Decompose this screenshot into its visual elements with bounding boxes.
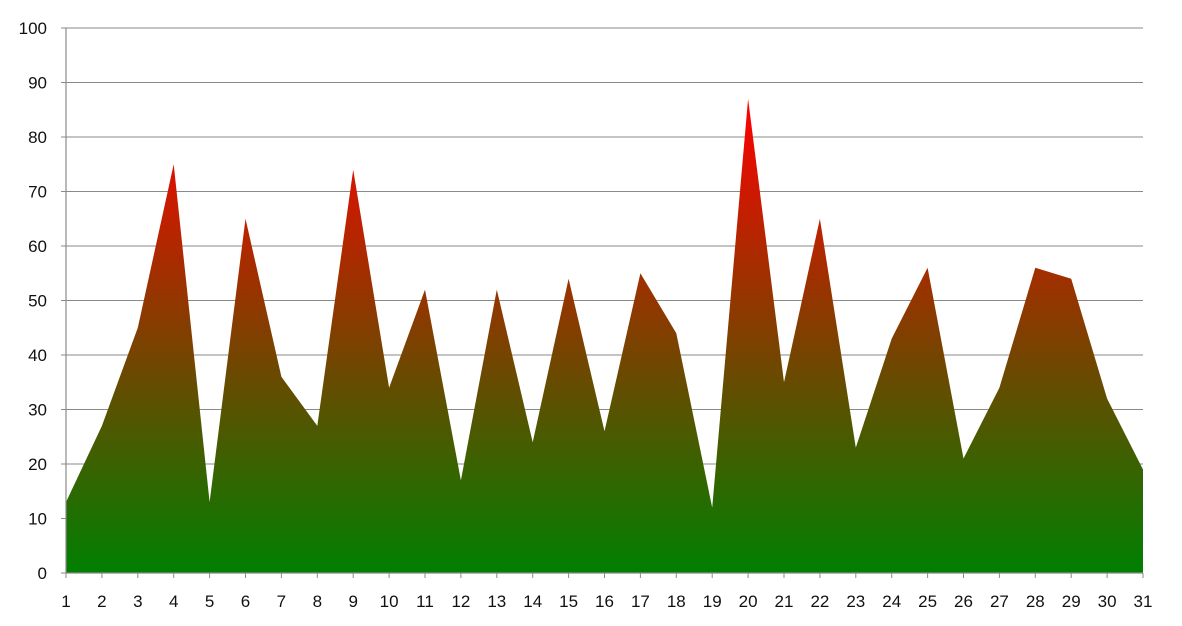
y-tick-label-60: 60 <box>28 237 47 256</box>
y-tick-label-40: 40 <box>28 346 47 365</box>
x-tick-label-31: 31 <box>1134 592 1153 611</box>
y-tick-label-10: 10 <box>28 510 47 529</box>
x-tick-label-25: 25 <box>918 592 937 611</box>
x-tick-label-13: 13 <box>487 592 506 611</box>
x-tick-label-5: 5 <box>205 592 214 611</box>
x-tick-label-22: 22 <box>810 592 829 611</box>
x-tick-label-30: 30 <box>1098 592 1117 611</box>
x-tick-label-24: 24 <box>882 592 901 611</box>
x-tick-label-9: 9 <box>348 592 357 611</box>
y-tick-label-30: 30 <box>28 401 47 420</box>
x-tick-label-7: 7 <box>277 592 286 611</box>
x-tick-label-14: 14 <box>523 592 542 611</box>
plot-area <box>66 98 1143 573</box>
x-tick-label-17: 17 <box>631 592 650 611</box>
x-tick-label-20: 20 <box>739 592 758 611</box>
y-tick-label-80: 80 <box>28 128 47 147</box>
x-tick-label-8: 8 <box>313 592 322 611</box>
x-tick-label-29: 29 <box>1062 592 1081 611</box>
x-tick-label-6: 6 <box>241 592 250 611</box>
x-tick-label-23: 23 <box>846 592 865 611</box>
x-tick-label-21: 21 <box>775 592 794 611</box>
axes <box>61 27 1144 578</box>
x-tick-label-15: 15 <box>559 592 578 611</box>
x-tick-label-27: 27 <box>990 592 1009 611</box>
y-tick-label-70: 70 <box>28 183 47 202</box>
x-tick-label-12: 12 <box>451 592 470 611</box>
y-tick-label-100: 100 <box>19 19 47 38</box>
y-tick-label-50: 50 <box>28 292 47 311</box>
area-series <box>66 98 1143 573</box>
y-tick-label-20: 20 <box>28 455 47 474</box>
x-tick-label-16: 16 <box>595 592 614 611</box>
y-tick-label-90: 90 <box>28 74 47 93</box>
x-tick-label-18: 18 <box>667 592 686 611</box>
y-tick-label-0: 0 <box>38 564 47 583</box>
x-tick-label-2: 2 <box>97 592 106 611</box>
x-tick-label-4: 4 <box>169 592 178 611</box>
x-tick-label-1: 1 <box>61 592 70 611</box>
x-tick-label-19: 19 <box>703 592 722 611</box>
x-tick-label-10: 10 <box>380 592 399 611</box>
x-tick-label-26: 26 <box>954 592 973 611</box>
x-tick-label-3: 3 <box>133 592 142 611</box>
x-tick-label-28: 28 <box>1026 592 1045 611</box>
x-tick-label-11: 11 <box>416 592 434 611</box>
